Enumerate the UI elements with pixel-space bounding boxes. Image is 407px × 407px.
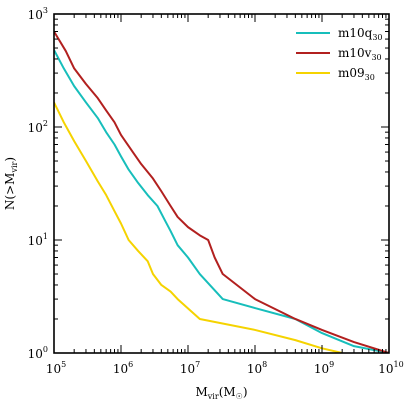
y-tick-label: 100 [28, 345, 48, 361]
x-tick-label: 106 [113, 360, 133, 376]
tick-labels-layer: 105 106 107 108 109 1010 100 101 102 103 [28, 6, 404, 376]
legend-label: m0930 [338, 66, 375, 82]
y-tick-label: 102 [28, 119, 48, 135]
x-tick-label: 1010 [378, 360, 403, 376]
y-tick-label: 101 [28, 232, 48, 248]
x-tick-label: 105 [46, 360, 66, 376]
x-tick-label: 108 [247, 360, 267, 376]
series-line-m10v [54, 30, 389, 353]
y-axis-label: N(>Mvir) [3, 157, 19, 210]
x-axis-label: Mvir(M☉) [195, 385, 247, 401]
legend-label: m10q30 [338, 26, 383, 42]
y-tick-label: 103 [28, 6, 48, 22]
series-line-m09 [54, 101, 343, 353]
legend-entry-m10q: m10q30 [296, 26, 383, 42]
series-line-m10q [54, 49, 389, 353]
series-layer [54, 30, 389, 353]
legend-entry-m09: m0930 [296, 66, 375, 82]
ticks-layer [53, 13, 390, 354]
legend: m10q30 m10v30 m0930 [296, 26, 383, 82]
legend-label: m10v30 [338, 46, 382, 62]
x-tick-label: 109 [314, 360, 334, 376]
x-tick-label: 107 [180, 360, 200, 376]
legend-entry-m10v: m10v30 [296, 46, 382, 62]
plot-frame [53, 13, 390, 354]
